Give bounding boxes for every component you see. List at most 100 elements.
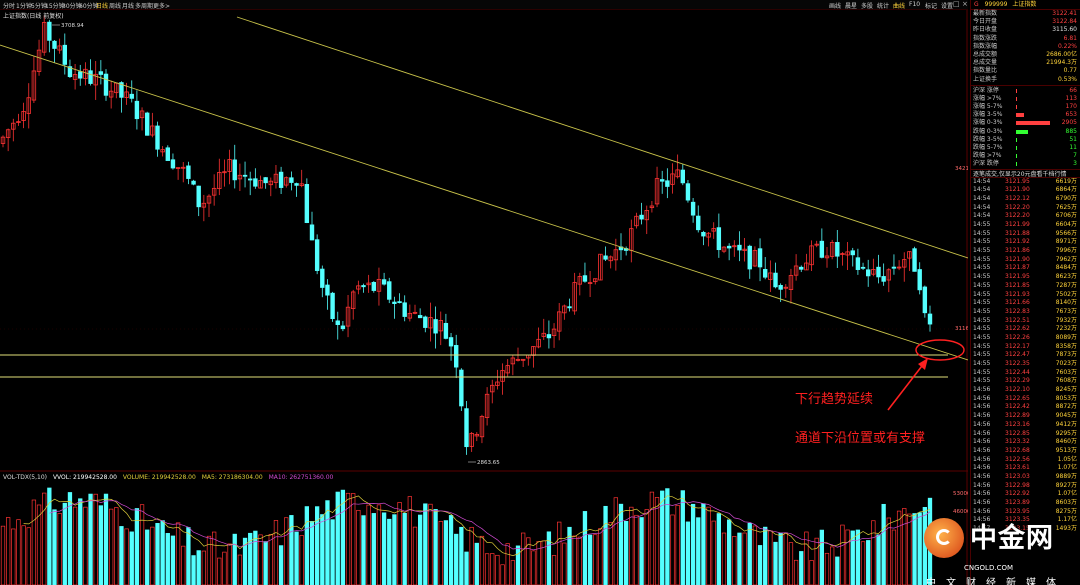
- candle-body: [423, 316, 428, 328]
- tick-time: 14:56: [973, 481, 991, 489]
- volume-bar: [160, 520, 165, 585]
- breadth-label: 涨幅 5-7%: [973, 103, 1003, 111]
- right-tab-4[interactable]: 曲线: [893, 3, 906, 10]
- volume-bar: [747, 522, 752, 585]
- candle-body: [891, 266, 897, 269]
- tick-volume: 6604万: [1055, 221, 1077, 228]
- right-tab-2[interactable]: 多股: [861, 3, 874, 10]
- candle-body: [170, 159, 176, 169]
- volume-bar: [665, 488, 670, 585]
- candle-body: [639, 214, 644, 220]
- volume-bar: [814, 537, 819, 585]
- candle-body: [273, 173, 279, 183]
- volume-bar: [721, 532, 727, 585]
- timeframe-7[interactable]: 周线: [109, 3, 122, 10]
- tick-row: 14:55 3121.92 8971万: [971, 238, 1080, 247]
- candle-body: [665, 180, 670, 187]
- timeframe-9[interactable]: 多周期: [135, 3, 154, 10]
- candle-body: [129, 93, 134, 99]
- tick-row: 14:54 3121.90 6864万: [971, 186, 1080, 195]
- volume-bar: [835, 556, 840, 585]
- candle-body: [747, 245, 752, 270]
- candle-body: [855, 257, 861, 270]
- right-tab-1[interactable]: 晨星: [845, 3, 858, 10]
- volume-bar: [510, 560, 515, 585]
- volume-bar: [433, 509, 438, 585]
- timeframe-3[interactable]: 15分钟: [45, 3, 65, 10]
- tick-row: 14:56 3122.98 8927万: [971, 482, 1080, 491]
- breadth-value: 66: [1069, 86, 1077, 94]
- tick-time: 14:56: [973, 499, 991, 506]
- volume-bar: [783, 532, 788, 585]
- breadth-value: 7: [1073, 152, 1077, 160]
- panel-flag: G: [974, 1, 979, 8]
- logo-cn: 中金网: [970, 523, 1054, 554]
- volume-bar: [345, 492, 351, 585]
- right-tab-0[interactable]: 画线: [829, 3, 842, 10]
- tick-list[interactable]: 14:54 3121.95 6619万 14:54 3121.90 6864万 14:54 3…: [971, 178, 1080, 534]
- timeframe-8[interactable]: 月线: [122, 3, 135, 10]
- volume-bar: [155, 523, 160, 585]
- candle-body: [490, 384, 495, 393]
- candle-body: [685, 183, 691, 201]
- candle-body: [469, 432, 474, 447]
- tick-price: 3121.90: [1005, 255, 1030, 263]
- candle-body: [72, 74, 78, 80]
- tick-row: 14:56 3122.85 9295万: [971, 430, 1080, 439]
- tick-volume: 8872万: [1055, 403, 1077, 411]
- tick-row: 14:54 3122.20 6706万: [971, 212, 1080, 221]
- timeframe-5[interactable]: 60分钟: [79, 3, 99, 10]
- tick-row: 14:56 3122.68 9513万: [971, 447, 1080, 456]
- tick-time: 14:56: [973, 412, 991, 420]
- candle-body: [217, 172, 222, 190]
- tick-time: 14:55: [973, 307, 991, 315]
- tick-volume: 7502万: [1055, 290, 1077, 298]
- breadth-label: 跌幅 5-7%: [973, 144, 1003, 151]
- timeframe-1[interactable]: 1分钟: [16, 3, 32, 10]
- candle-body: [742, 248, 747, 252]
- candle-body: [438, 320, 443, 332]
- candle-body: [299, 183, 304, 187]
- timeframe-10[interactable]: 更多>: [153, 3, 171, 10]
- timeframe-2[interactable]: 5分钟: [31, 3, 47, 10]
- tick-row: 14:55 3121.87 8484万: [971, 264, 1080, 273]
- tick-price: 3122.51: [1005, 316, 1030, 324]
- right-tab-7[interactable]: 设置: [941, 3, 954, 10]
- volume-bar: [464, 551, 469, 585]
- candle-body: [603, 255, 608, 260]
- tick-volume: 7603万: [1055, 368, 1077, 376]
- stat-row: 最新指数 3122.41: [971, 10, 1080, 18]
- candle-body: [505, 365, 510, 374]
- maximize-icon[interactable]: □: [953, 0, 960, 8]
- tick-time: 14:54: [973, 186, 991, 194]
- candlestick-chart[interactable]: 3708.94 2863.65 3421 3116 53000 46000: [0, 0, 968, 585]
- close-icon[interactable]: ×: [962, 0, 968, 8]
- tick-time: 14:56: [973, 507, 991, 515]
- right-tab-3[interactable]: 统计: [877, 3, 890, 10]
- tick-volume: 8140万: [1055, 299, 1077, 307]
- minimize-icon[interactable]: -: [944, 0, 947, 8]
- volume-bar: [181, 545, 186, 585]
- volume-bar: [98, 505, 104, 585]
- timeframe-0[interactable]: 分时: [3, 3, 16, 10]
- tick-volume: 1.07亿: [1057, 490, 1077, 498]
- candle-body: [510, 357, 516, 365]
- volume-bar: [237, 554, 243, 585]
- tick-volume: 6706万: [1055, 212, 1077, 220]
- candle-body: [737, 244, 742, 251]
- candle-body: [881, 276, 886, 282]
- candle-body: [155, 125, 160, 150]
- volume-bar: [685, 521, 691, 585]
- right-tab-6[interactable]: 标记: [925, 3, 938, 10]
- tick-price: 3121.88: [1005, 229, 1030, 237]
- right-tab-5[interactable]: F10: [909, 1, 921, 8]
- tick-time: 14:56: [973, 386, 991, 394]
- timeframe-6[interactable]: 日线: [96, 3, 109, 10]
- tick-row: 14:56 3122.92 1.07亿: [971, 490, 1080, 499]
- tick-row: 14:56 3122.65 8053万: [971, 395, 1080, 404]
- tick-volume: 1.07亿: [1057, 464, 1077, 472]
- tick-time: 14:56: [973, 446, 991, 454]
- candle-body: [479, 415, 485, 438]
- timeframe-4[interactable]: 30分钟: [62, 3, 82, 10]
- candle-body: [726, 245, 732, 249]
